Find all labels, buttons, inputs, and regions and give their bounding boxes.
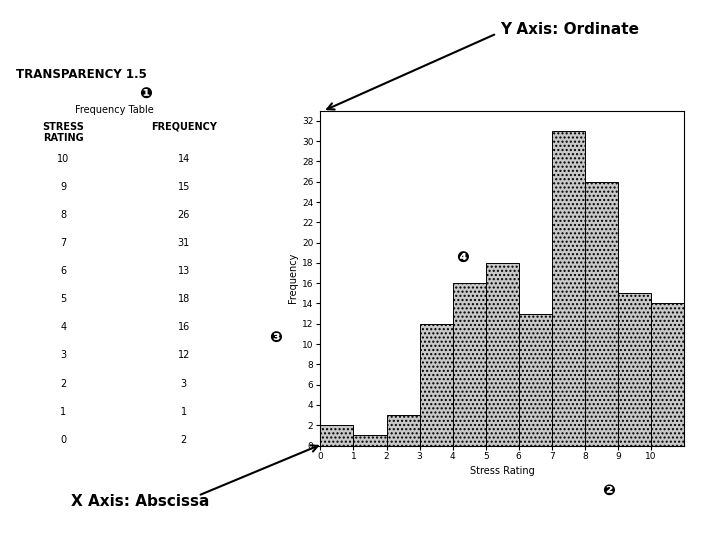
Bar [618,293,651,446]
Text: 5: 5 [60,294,66,305]
Bar [585,182,618,446]
Text: 26: 26 [178,210,190,220]
Bar [486,263,518,446]
Text: ❷: ❷ [602,483,615,498]
Text: 10: 10 [57,154,70,164]
Text: X Axis: Abscissa: X Axis: Abscissa [71,494,210,509]
Bar [518,314,552,445]
Bar [453,283,486,446]
Text: 9: 9 [60,182,66,192]
Bar [651,303,684,446]
Text: 13: 13 [178,266,190,276]
X-axis label: Stress Rating: Stress Rating [470,465,534,476]
Text: 3: 3 [181,379,186,389]
Text: 1: 1 [181,407,186,417]
Y-axis label: Frequency: Frequency [288,253,298,303]
Bar [320,425,354,446]
Text: 7: 7 [60,238,66,248]
Text: ❹: ❹ [456,251,469,265]
Text: 2: 2 [181,435,187,445]
Text: 6: 6 [60,266,66,276]
Bar [420,324,453,446]
Bar [354,435,387,445]
Text: 2: 2 [60,379,66,389]
Text: Frequency Table: Frequency Table [75,105,153,116]
Text: 18: 18 [178,294,190,305]
Text: 12: 12 [178,350,190,361]
Bar [387,415,420,445]
Text: Y Axis: Ordinate: Y Axis: Ordinate [500,22,639,37]
Text: FREQUENCY: FREQUENCY [150,122,217,132]
Text: 8: 8 [60,210,66,220]
Text: STRESS
RATING: STRESS RATING [42,122,84,143]
Text: ❸: ❸ [269,330,282,345]
Text: 14: 14 [178,154,190,164]
Text: 16: 16 [178,322,190,333]
Text: 1: 1 [60,407,66,417]
Text: TRANSPARENCY 1.5: TRANSPARENCY 1.5 [16,68,147,80]
Text: ❶: ❶ [139,87,152,102]
Text: 31: 31 [178,238,190,248]
Text: 15: 15 [178,182,190,192]
Text: 0: 0 [60,435,66,445]
Text: 4: 4 [60,322,66,333]
Text: 3: 3 [60,350,66,361]
Bar [552,131,585,446]
